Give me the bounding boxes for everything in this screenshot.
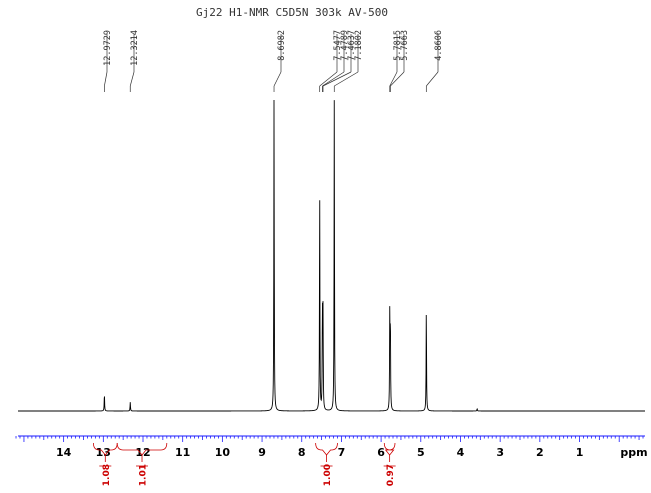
peak-label-connector bbox=[390, 71, 405, 87]
x-axis-label: ppm bbox=[620, 446, 647, 459]
integrals: 1.08 1.01 1.00 0.97 bbox=[92, 442, 396, 486]
x-tick-label: 1 bbox=[576, 446, 584, 459]
x-tick-label: 4 bbox=[457, 446, 465, 459]
x-tick-label: 9 bbox=[258, 446, 266, 459]
peak-label-connector bbox=[322, 71, 352, 87]
peak-label-connector bbox=[334, 71, 359, 87]
spectrum-trace bbox=[18, 100, 645, 412]
x-tick-label: 8 bbox=[298, 446, 306, 459]
x-tick-label: 5 bbox=[417, 446, 425, 459]
peak-labels: 12.9729 12.3214 8.6982 7.54777.47897.46377.… bbox=[103, 30, 444, 92]
x-tick-label: 14 bbox=[56, 446, 72, 459]
peak-label: 7.5477 bbox=[333, 30, 343, 61]
x-axis: 14 13 12 11 10 9 8 7 6 5 4 3 2 1 ppm bbox=[15, 435, 648, 459]
x-tick-label: 6 bbox=[377, 446, 385, 459]
peak-label-connector bbox=[322, 71, 345, 87]
integral-value: 0.97 bbox=[386, 464, 396, 486]
peak-label: 4.8606 bbox=[434, 30, 444, 61]
peak-label: 7.4789 bbox=[340, 30, 350, 61]
peak-label: 8.6982 bbox=[277, 30, 287, 61]
peak-label-connector bbox=[104, 71, 108, 87]
peak-label-connector bbox=[129, 71, 135, 87]
peak-label: 5.7663 bbox=[400, 30, 410, 61]
x-tick-label: 2 bbox=[536, 446, 544, 459]
x-tick-label: 10 bbox=[215, 446, 231, 459]
integral-bracket bbox=[315, 442, 338, 456]
peak-label-connector bbox=[319, 71, 338, 87]
x-tick-label: 3 bbox=[496, 446, 504, 459]
chart-title: Gj22 H1-NMR C5D5N 303k AV-500 bbox=[196, 6, 388, 19]
x-tick-label: 12 bbox=[135, 446, 150, 459]
integral-bracket bbox=[383, 442, 396, 456]
peak-label: 5.7815 bbox=[393, 30, 403, 61]
integral-value: 1.00 bbox=[323, 464, 333, 486]
peak-label-connector bbox=[426, 71, 439, 87]
plot-area bbox=[18, 100, 645, 412]
peak-label: 7.4637 bbox=[347, 30, 357, 61]
integral-value: 1.08 bbox=[102, 464, 112, 486]
peak-label-connector bbox=[389, 71, 398, 87]
peak-label: 7.1802 bbox=[354, 30, 364, 61]
integral-value: 1.01 bbox=[139, 464, 149, 486]
peak-label-connector bbox=[273, 71, 282, 87]
peak-label: 12.3214 bbox=[130, 30, 140, 66]
peak-label: 12.9729 bbox=[103, 30, 113, 66]
x-tick-label: 7 bbox=[338, 446, 346, 459]
x-tick-label: 11 bbox=[175, 446, 190, 459]
